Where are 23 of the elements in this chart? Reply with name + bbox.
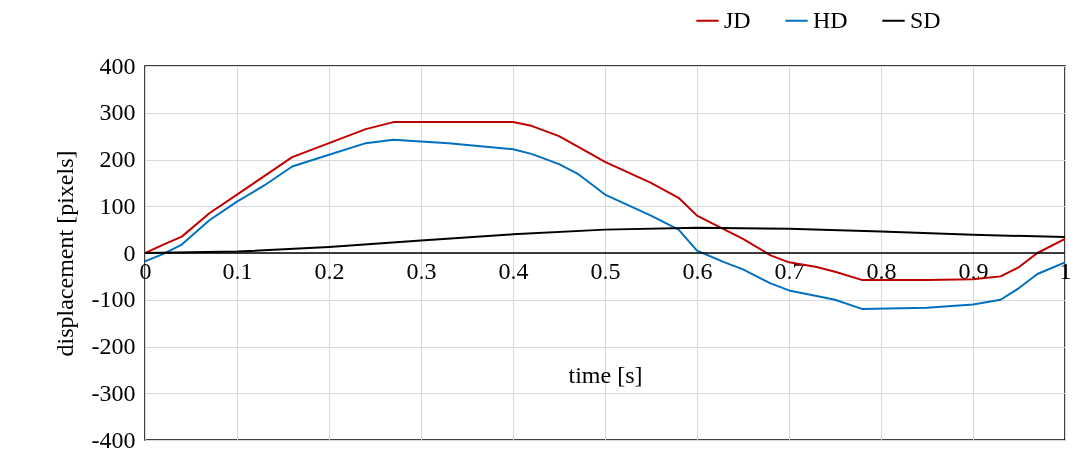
y-tick-label: 100 [99, 192, 136, 219]
legend-label: HD [813, 6, 848, 33]
y-tick-label: 400 [99, 52, 136, 79]
x-tick-label: 0.9 [958, 257, 989, 284]
y-tick-label: -200 [91, 333, 136, 359]
legend-label: SD [910, 6, 941, 33]
x-axis-title: time [s] [568, 361, 643, 388]
x-tick-label: 0.4 [498, 257, 529, 284]
y-tick-label: -100 [91, 286, 136, 313]
legend-label: JD [724, 6, 751, 33]
x-tick-label: 0.5 [590, 257, 621, 284]
x-tick-label: 0.6 [682, 257, 713, 284]
x-tick-label: 0.7 [774, 257, 805, 284]
x-tick-label: 0.2 [314, 257, 345, 284]
x-tick-label: 0.8 [866, 257, 897, 284]
y-tick-label: -400 [91, 426, 136, 453]
x-tick-label: 0.3 [406, 257, 437, 284]
y-tick-label: 300 [99, 99, 136, 126]
x-tick-label: 0.1 [222, 257, 253, 284]
y-axis-title: displacement [pixels] [51, 150, 78, 357]
y-tick-label: 0 [123, 239, 136, 266]
y-tick-label: 200 [99, 146, 136, 172]
y-tick-label: -300 [91, 379, 136, 406]
